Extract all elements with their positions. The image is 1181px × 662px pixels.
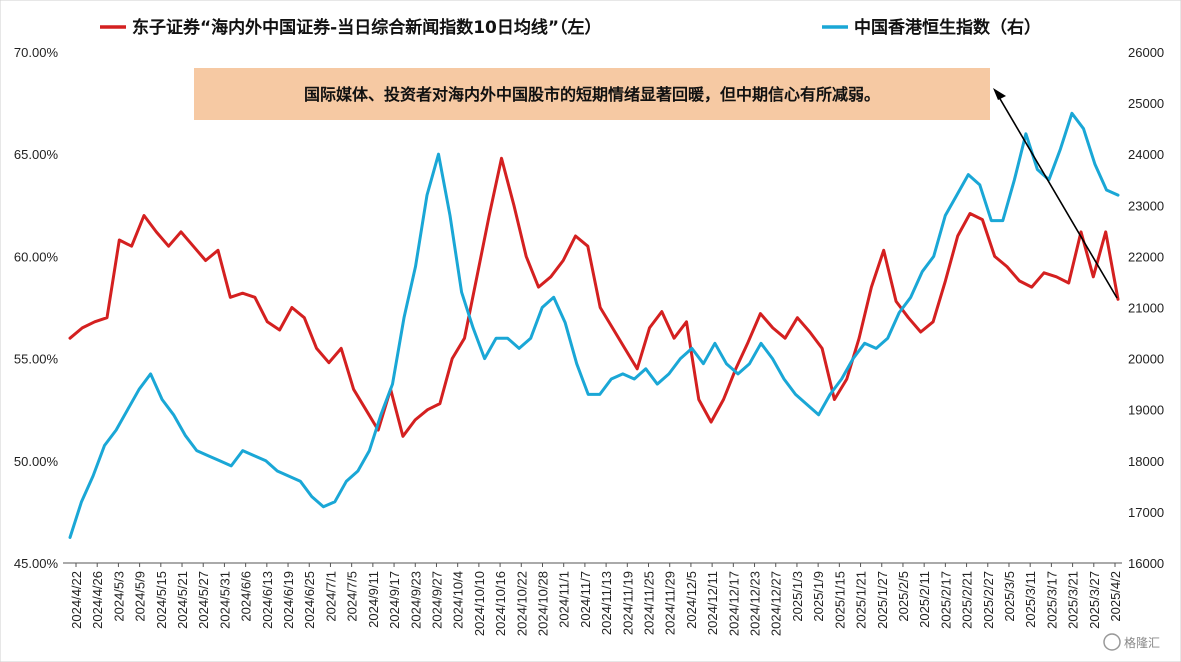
x-tick-label: 2024/5/15 [154,571,169,629]
x-tick-label: 2024/10/28 [535,571,550,636]
x-tick-label: 2024/10/4 [451,571,466,629]
x-tick-label: 2025/1/15 [832,571,847,629]
watermark-text: 格隆汇 [1124,635,1160,650]
x-tick-label: 2024/12/23 [748,571,763,636]
x-tick-label: 2024/7/1 [323,571,338,622]
x-tick-label: 2024/9/23 [408,571,423,629]
x-tick-label: 2024/12/11 [705,571,720,635]
x-tick-label: 2024/5/3 [111,571,126,622]
y-left-tick-label: 60.00% [14,249,59,264]
y-axis-left: 45.00% 50.00% 55.00% 60.00% 65.00% 70.00% [14,45,59,571]
watermark: 格隆汇 [1103,633,1160,651]
y-right-tick-label: 16000 [1128,556,1164,571]
x-tick-label: 2024/11/25 [642,571,657,635]
y-left-tick-label: 55.00% [14,352,59,367]
x-tick-label: 2024/6/6 [239,571,254,622]
x-tick-label: 2025/3/27 [1087,571,1102,629]
x-tick-label: 2024/10/16 [493,571,508,636]
x-tick-label: 2024/11/19 [620,571,635,635]
x-tick-label: 2025/2/27 [981,571,996,629]
annotation-arrow-head [993,88,1006,100]
y-right-tick-label: 17000 [1128,505,1164,520]
annotation-box [194,68,990,120]
y-right-tick-label: 24000 [1128,147,1164,162]
x-tick-label: 2024/12/17 [726,571,741,636]
y-right-tick-label: 19000 [1128,403,1164,418]
x-tick-label: 2025/4/2 [1108,571,1123,622]
x-tick-label: 2025/1/3 [790,571,805,622]
x-tick-label: 2024/9/17 [387,571,402,629]
x-tick-label: 2024/11/1 [557,571,572,628]
x-tick-label: 2025/3/5 [1002,571,1017,622]
x-tick-label: 2024/10/10 [472,571,487,636]
x-tick-label: 2024/9/27 [429,571,444,629]
annotation: 国际媒体、投资者对海内外中国股市的短期情绪显著回暖，但中期信心有所减弱。 [194,68,1118,299]
x-tick-label: 2025/1/21 [854,571,869,629]
y-axis-right: 16000 17000 18000 19000 20000 21000 22000 23000… [1128,45,1164,571]
x-tick-label: 2024/12/27 [769,571,784,636]
x-tick-label: 2024/5/9 [133,571,148,622]
y-left-tick-label: 45.00% [14,556,59,571]
y-right-tick-label: 18000 [1128,454,1164,469]
annotation-arrow-line [995,91,1118,299]
x-tick-label: 2025/3/11 [1023,571,1038,628]
y-right-tick-label: 22000 [1128,249,1164,264]
y-right-tick-label: 20000 [1128,352,1164,367]
x-tick-label: 2024/6/25 [302,571,317,629]
x-tick-label: 2024/4/26 [90,571,105,629]
x-tick-label: 2024/7/5 [345,571,360,622]
y-right-tick-label: 26000 [1128,45,1164,60]
y-left-tick-label: 70.00% [14,45,59,60]
series-line-news-index [68,156,1120,438]
x-tick-label: 2024/11/7 [578,571,593,628]
x-tick-label: 2025/2/17 [938,571,953,629]
x-tick-label: 2025/2/5 [896,571,911,622]
y-left-tick-label: 65.00% [14,147,59,162]
legend-label-hang-seng: 中国香港恒生指数（右） [854,17,1041,38]
x-tick-label: 2025/2/21 [960,571,975,629]
x-tick-label: 2024/5/27 [196,571,211,629]
x-tick-label: 2024/6/13 [260,571,275,629]
x-tick-label: 2025/1/9 [811,571,826,622]
y-right-tick-label: 21000 [1128,301,1164,316]
x-tick-label: 2025/3/17 [1044,571,1059,629]
x-axis: 2024/4/22 2024/4/26 2024/5/3 2024/5/9 2024/5… [69,563,1123,636]
x-tick-label: 2025/2/11 [917,571,932,628]
series-layer [68,111,1120,539]
x-tick-label: 2025/1/27 [875,571,890,629]
annotation-text: 国际媒体、投资者对海内外中国股市的短期情绪显著回暖，但中期信心有所减弱。 [304,85,880,104]
x-tick-label: 2024/4/22 [69,571,84,629]
x-tick-label: 2025/3/21 [1066,571,1081,629]
y-right-tick-label: 23000 [1128,198,1164,213]
x-tick-label: 2024/6/19 [281,571,296,629]
legend: 东子证券“海内外中国证券-当日综合新闻指数10日均线”（左） 中国香港恒生指数（… [100,17,1041,38]
legend-label-news-index: 东子证券“海内外中国证券-当日综合新闻指数10日均线”（左） [132,17,602,38]
y-right-tick-label: 25000 [1128,96,1164,111]
watermark-logo-icon [1103,633,1121,651]
x-tick-label: 2024/5/31 [217,571,232,629]
x-tick-label: 2024/11/13 [599,571,614,635]
y-left-tick-label: 50.00% [14,454,59,469]
x-tick-label: 2024/12/5 [684,571,699,629]
x-tick-label: 2024/9/11 [366,571,381,628]
x-tick-label: 2024/10/22 [514,571,529,636]
series-line-hang-seng [68,111,1120,539]
x-tick-label: 2024/11/29 [663,571,678,635]
x-tick-label: 2024/5/21 [175,571,190,629]
